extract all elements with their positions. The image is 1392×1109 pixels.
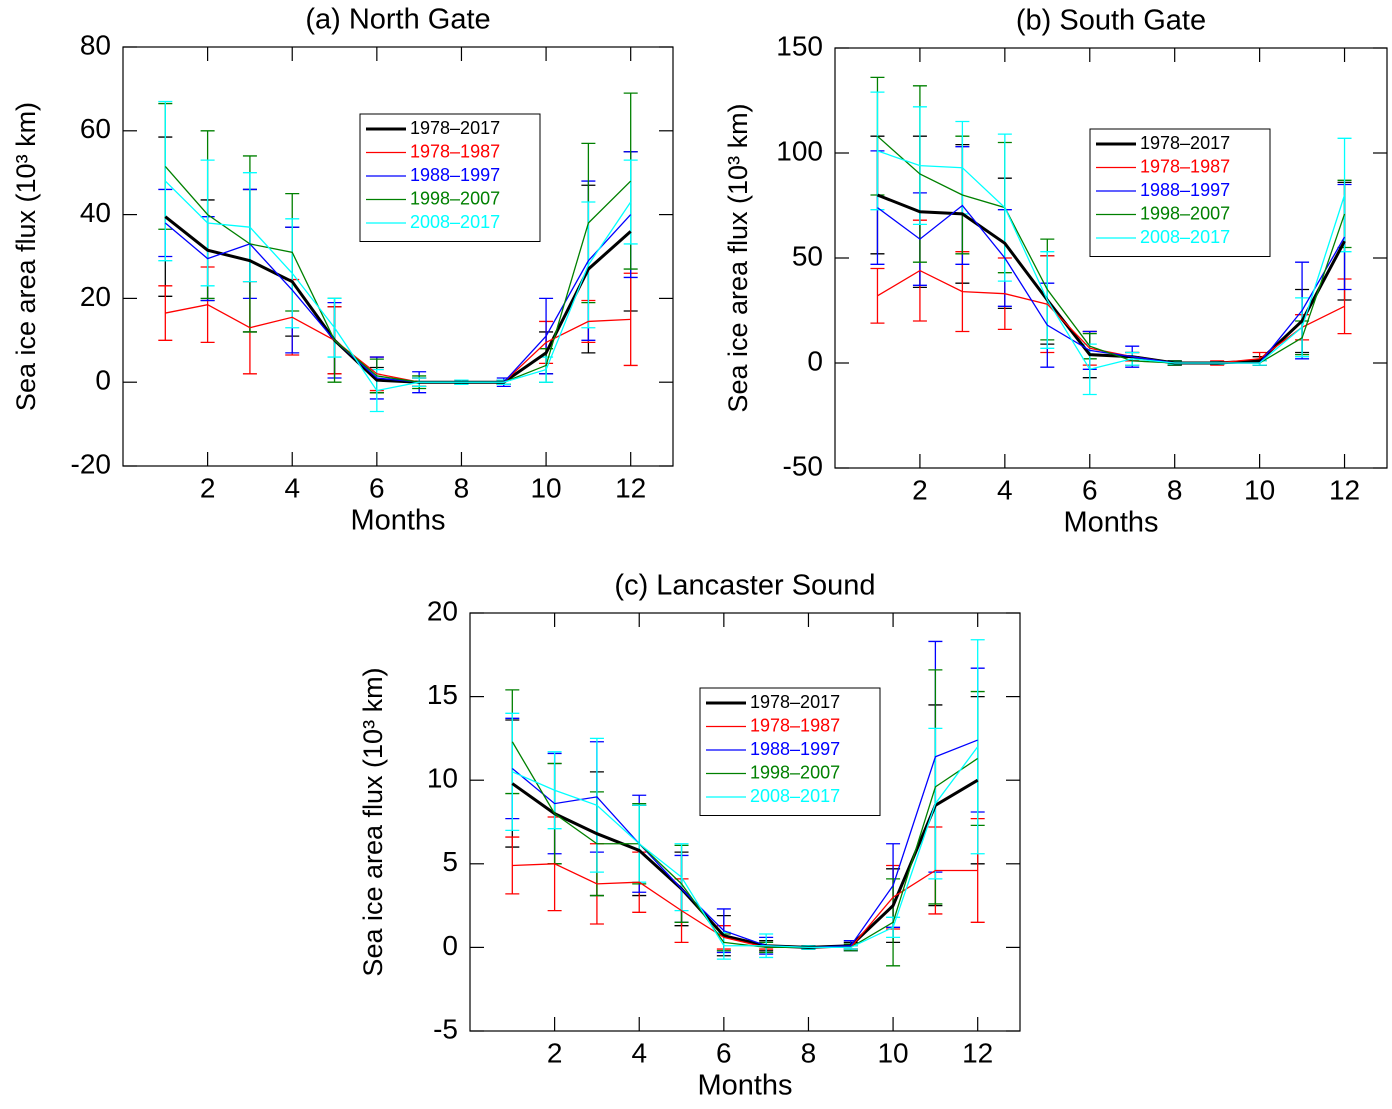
x-tick-label: 6 xyxy=(716,1037,732,1068)
series-line xyxy=(164,214,632,383)
x-tick-label: 8 xyxy=(801,1037,817,1068)
x-tick-label: 2 xyxy=(200,472,216,503)
legend-box xyxy=(699,687,881,816)
legend-label: 1988–1997 xyxy=(1140,180,1230,200)
series-line xyxy=(512,863,978,949)
x-tick-label: 10 xyxy=(1244,474,1275,505)
x-tick-label: 2 xyxy=(912,474,928,505)
legend-label: 2008–2017 xyxy=(750,786,840,806)
chart-title: (c) Lancaster Sound xyxy=(614,570,875,602)
legend-label: 1988–1997 xyxy=(750,739,840,759)
series-line xyxy=(165,304,631,383)
plot-frame xyxy=(469,612,1021,1032)
legend-label: 1998–2007 xyxy=(750,762,840,782)
y-tick-label: -50 xyxy=(783,450,823,481)
y-tick-label: 150 xyxy=(776,30,823,61)
y-tick-label: 20 xyxy=(80,281,111,312)
y-tick-label: 60 xyxy=(80,113,111,144)
legend-box xyxy=(1089,128,1271,257)
legend-label: 1988–1997 xyxy=(410,165,500,185)
legend-label: 1978–2017 xyxy=(410,118,500,138)
x-tick-label: 12 xyxy=(615,472,646,503)
x-tick-label: 6 xyxy=(1082,474,1098,505)
x-tick-label: 12 xyxy=(962,1037,993,1068)
x-axis-label: Months xyxy=(1063,507,1158,539)
series-line xyxy=(877,135,1346,364)
x-tick-label: 4 xyxy=(631,1037,647,1068)
series-line xyxy=(512,746,979,949)
x-tick-label: 6 xyxy=(369,472,385,503)
y-tick-label: 0 xyxy=(807,345,823,376)
y-tick-label: 15 xyxy=(427,679,458,710)
chart-title: (b) South Gate xyxy=(1016,5,1206,37)
y-tick-label: 10 xyxy=(427,763,458,794)
legend-label: 1978–1987 xyxy=(750,715,840,735)
x-tick-label: 10 xyxy=(530,472,561,503)
legend-label: 1978–1987 xyxy=(1140,156,1230,176)
legend-box xyxy=(359,113,541,242)
legend-label: 1998–2007 xyxy=(1140,203,1230,223)
y-tick-label: 80 xyxy=(80,29,111,60)
y-tick-label: 0 xyxy=(95,365,111,396)
plot-frame xyxy=(122,46,674,467)
y-tick-label: -5 xyxy=(433,1013,458,1044)
y-axis-label: Sea ice area flux (10³ km) xyxy=(723,103,753,412)
x-tick-label: 10 xyxy=(877,1037,908,1068)
series-line xyxy=(511,739,978,949)
legend-label: 1978–1987 xyxy=(410,141,500,161)
x-tick-label: 4 xyxy=(997,474,1013,505)
x-tick-label: 8 xyxy=(454,472,470,503)
panel: (a) North Gate Months Sea ice area flux (1… xyxy=(11,4,674,537)
panel: (b) South Gate Months Sea ice area flux (1… xyxy=(723,5,1388,539)
y-tick-label: -20 xyxy=(71,448,111,479)
y-tick-label: 40 xyxy=(80,197,111,228)
series-line xyxy=(877,269,1345,364)
series-line xyxy=(164,180,632,392)
y-tick-label: 0 xyxy=(442,930,458,961)
series-line xyxy=(877,150,1346,371)
x-tick-label: 4 xyxy=(284,472,300,503)
legend-label: 1998–2007 xyxy=(410,188,500,208)
panel: (c) Lancaster Sound Months Sea ice area fl… xyxy=(358,570,1021,1102)
series-line xyxy=(511,778,979,949)
y-tick-label: 100 xyxy=(776,135,823,166)
y-tick-label: 20 xyxy=(427,595,458,626)
legend-label: 1978–2017 xyxy=(1140,133,1230,153)
chart-title: (a) North Gate xyxy=(305,4,490,36)
series-line xyxy=(511,741,979,949)
series-line xyxy=(164,165,632,383)
x-tick-label: 12 xyxy=(1329,474,1360,505)
legend-label: 1978–2017 xyxy=(750,692,840,712)
x-axis-label: Months xyxy=(350,505,445,537)
y-axis-label: Sea ice area flux (10³ km) xyxy=(11,102,41,411)
plot-frame xyxy=(834,47,1388,469)
y-axis-label: Sea ice area flux (10³ km) xyxy=(358,667,388,976)
legend-label: 2008–2017 xyxy=(410,212,500,232)
y-tick-label: 5 xyxy=(442,846,458,877)
x-axis-label: Months xyxy=(697,1070,792,1102)
x-tick-label: 8 xyxy=(1167,474,1183,505)
x-tick-label: 2 xyxy=(547,1037,563,1068)
y-tick-label: 50 xyxy=(792,240,823,271)
legend-label: 2008–2017 xyxy=(1140,227,1230,247)
